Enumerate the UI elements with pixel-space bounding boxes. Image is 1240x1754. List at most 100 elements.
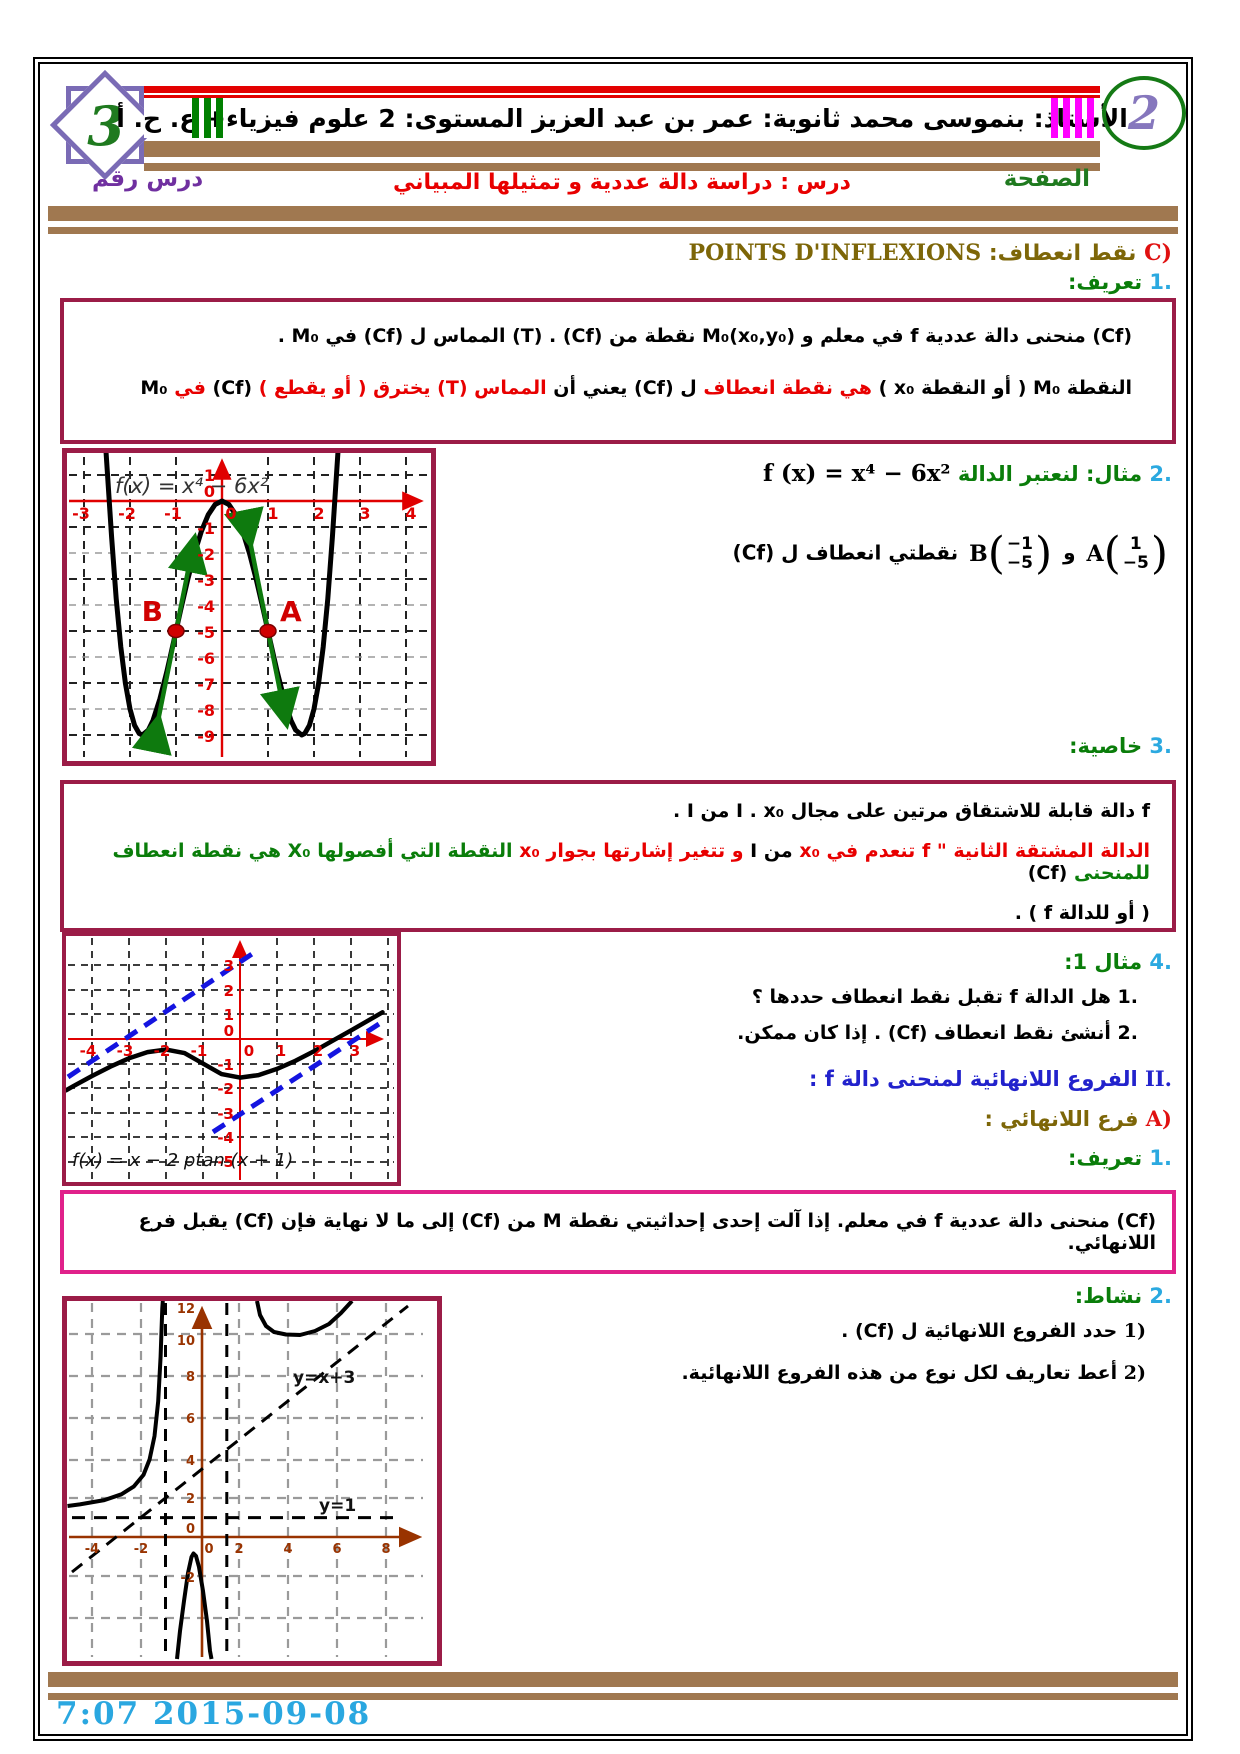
svg-text:-1: -1	[197, 519, 215, 538]
green-stripes	[192, 98, 223, 138]
curve-left-branch	[67, 1300, 165, 1508]
lesson-number-label: درس رقم	[92, 166, 204, 192]
activity-heading: 2. نشاط:	[1074, 1284, 1172, 1308]
svg-text:-5: -5	[217, 1153, 234, 1171]
point-A	[259, 623, 277, 639]
svg-text:0: 0	[244, 1042, 254, 1060]
branch-definition-text: (Cf) منحنى دالة عددية f في معلم. إذا آلت…	[138, 1210, 1156, 1254]
svg-text:2: 2	[234, 1542, 243, 1557]
svg-text:0: 0	[225, 504, 236, 523]
branches-graph-box: y=x+3 y=1 -4 -2 0 2 4 6 8 -2 0 2 4 6 8 1…	[62, 1296, 442, 1666]
point-B	[167, 623, 185, 639]
definition-line2: النقطة M₀ ( أو النقطة x₀ ) هي نقطة انعطا…	[140, 376, 1132, 399]
inflexion-graph: B A f(x) = x⁴ − 6x² -3 -2 -1 0 1 2 3 4 1…	[69, 450, 427, 757]
label-y-1: y=1	[319, 1496, 356, 1516]
svg-text:3: 3	[359, 504, 370, 523]
svg-text:12: 12	[177, 1302, 195, 1317]
section-c-title-ar: نقط انعطاف:	[988, 241, 1137, 266]
teacher-strip: الأستاذ: بنموسى محمد ثانوية: عمر بن عبد …	[116, 98, 1128, 138]
svg-text:-4: -4	[217, 1129, 234, 1147]
timestamp: 7:07 2015-09-08	[56, 1696, 372, 1732]
svg-text:0: 0	[204, 1542, 213, 1557]
teacher-line: الأستاذ: بنموسى محمد ثانوية: عمر بن عبد …	[116, 103, 1128, 133]
svg-text:-3: -3	[197, 571, 215, 590]
section-c-title-fr: POINTS D'INFLEXIONS	[688, 240, 982, 266]
star-number: 3	[87, 94, 125, 158]
section-ii-heading: II. الفروع اللانهائية لمنحنى دالة f :	[809, 1066, 1172, 1091]
vector-A: A(1 −5)	[1086, 528, 1169, 579]
svg-text:-4: -4	[197, 597, 215, 616]
activity-item1: 1) حدد الفروع اللانهائية ل (Cf) .	[841, 1320, 1146, 1342]
svg-text:-1: -1	[164, 504, 182, 523]
svg-text:1: 1	[204, 466, 215, 485]
svg-text:3: 3	[224, 957, 234, 975]
section-c-marker: C)	[1144, 240, 1172, 266]
example-formula: f (x) = x⁴ − 6x²	[762, 460, 951, 487]
curve-arctan	[63, 1010, 385, 1093]
svg-text:-2: -2	[118, 504, 136, 523]
label-B: B	[142, 595, 163, 628]
svg-text:8: 8	[381, 1542, 390, 1557]
svg-text:-1: -1	[217, 1056, 234, 1074]
separator-top	[48, 206, 1178, 234]
asymptote-y-x-plus-pi	[66, 951, 254, 1080]
separator-bottom	[48, 1672, 1178, 1700]
star-badge: 3	[44, 64, 168, 188]
svg-text:0: 0	[186, 1522, 195, 1537]
definition-box-inflexion: (Cf) منحنى دالة عددية f في معلم و M₀(x₀,…	[60, 298, 1176, 444]
graph2-formula: f(x) = x − 2 ptan (x + 1)	[72, 1150, 293, 1171]
svg-text:-8: -8	[197, 701, 215, 720]
svg-text:-4: -4	[85, 1542, 99, 1557]
svg-text:-2: -2	[197, 545, 215, 564]
svg-text:6: 6	[332, 1542, 341, 1557]
svg-text:4: 4	[283, 1542, 292, 1557]
svg-text:2: 2	[313, 1042, 323, 1060]
magenta-stripes	[1051, 98, 1094, 138]
svg-text:-6: -6	[197, 649, 215, 668]
example1-heading: 4. مثال 1:	[1064, 950, 1172, 974]
svg-text:1: 1	[267, 504, 278, 523]
page-label: الصفحة	[1003, 166, 1090, 192]
svg-text:3: 3	[350, 1042, 360, 1060]
svg-text:-3: -3	[72, 504, 90, 523]
section-a-heading: A) فرع اللانهائي :	[984, 1106, 1172, 1131]
page-frame: 3 الأستاذ: بنموسى محمد ثانوية: عمر بن عب…	[33, 57, 1193, 1741]
asymptote-y-x-minus-pi	[211, 1019, 384, 1135]
example1-item2: 2. أنشئ نقط انعطاف (Cf) . إذا كان ممكن.	[737, 1022, 1138, 1044]
svg-text:-2: -2	[217, 1080, 234, 1098]
property-line1: f دالة قابلة للاشتقاق مرتين على مجال I .…	[672, 800, 1150, 822]
svg-text:2: 2	[186, 1492, 195, 1507]
property-line2: الدالة المشتقة الثانية " f تنعدم في x₀ م…	[112, 840, 1150, 884]
arctan-graph-box: -4 -3 -2 -1 0 1 2 3 3 2 1 0 -1 -2 -3 -4 …	[62, 932, 401, 1186]
graph1-formula: f(x) = x⁴ − 6x²	[115, 474, 269, 498]
svg-text:0: 0	[204, 482, 215, 501]
svg-text:-3: -3	[217, 1105, 234, 1123]
label-A: A	[280, 595, 302, 628]
definition-box-branches: (Cf) منحنى دالة عددية f في معلم. إذا آلت…	[60, 1190, 1176, 1274]
svg-text:-2: -2	[134, 1542, 148, 1557]
inflexion-points-line: A(1 −5) و B(−1 −5) نقطتي انعطاف ل (Cf)	[732, 528, 1169, 579]
svg-text:4: 4	[405, 504, 416, 523]
svg-text:1: 1	[276, 1042, 286, 1060]
svg-text:-9: -9	[197, 727, 215, 746]
curve-bottom-branch	[175, 1551, 214, 1660]
svg-text:-7: -7	[197, 675, 215, 694]
property-box: f دالة قابلة للاشتقاق مرتين على مجال I .…	[60, 780, 1176, 932]
svg-text:-4: -4	[80, 1042, 97, 1060]
circle-number: 2	[1127, 86, 1160, 140]
curve-top-right-branch	[255, 1299, 354, 1337]
branch-definition-heading: 1. تعريف:	[1067, 1146, 1172, 1170]
definition-line1: (Cf) منحنى دالة عددية f في معلم و M₀(x₀,…	[277, 325, 1132, 347]
section-c-heading: C) نقط انعطاف: POINTS D'INFLEXIONS	[689, 240, 1172, 266]
svg-text:2: 2	[224, 982, 234, 1000]
example1-item1: 1. هل الدالة f تقبل نقط انعطاف حددها ؟	[751, 986, 1138, 1008]
svg-text:8: 8	[186, 1370, 195, 1385]
inflexion-graph-box: B A f(x) = x⁴ − 6x² -3 -2 -1 0 1 2 3 4 1…	[62, 448, 436, 766]
svg-text:6: 6	[186, 1412, 195, 1427]
property-heading: 3. خاصية:	[1069, 734, 1172, 758]
label-y-x-plus-3: y=x+3	[293, 1368, 355, 1388]
example-heading: 2. مثال: لنعتبر الدالة f (x) = x⁴ − 6x²	[762, 460, 1172, 487]
vector-B: B(−1 −5)	[969, 528, 1053, 579]
header-band: الأستاذ: بنموسى محمد ثانوية: عمر بن عبد …	[116, 86, 1128, 171]
svg-text:-3: -3	[117, 1042, 134, 1060]
